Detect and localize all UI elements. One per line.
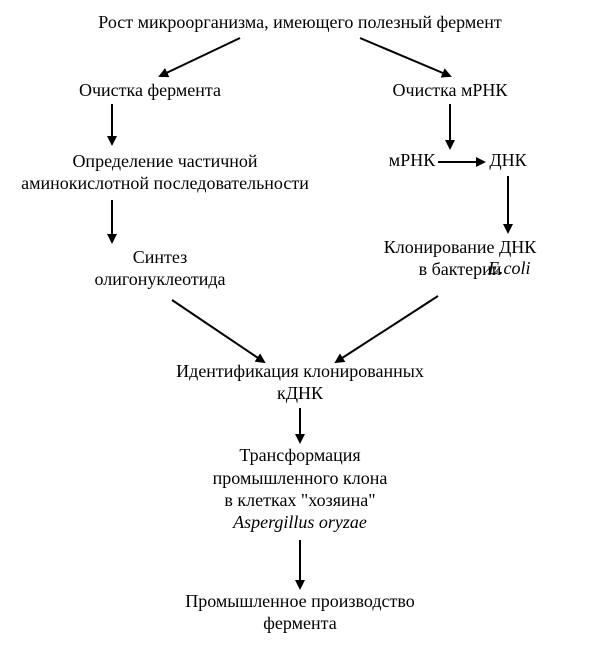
- edge-1: [360, 38, 450, 76]
- node-n3: Очистка мРНК: [350, 79, 550, 102]
- node-n2: Очистка фермента: [40, 79, 260, 102]
- node-n5: мРНК: [372, 149, 452, 172]
- node-n10: Трансформация промышленного клона в клет…: [170, 444, 430, 512]
- edge-0: [160, 38, 240, 76]
- node-n4: Определение частичной аминокислотной пос…: [0, 150, 330, 195]
- node-n10i: Aspergillus oryzae: [170, 511, 430, 534]
- node-n6: ДНК: [468, 149, 548, 172]
- node-n1: Рост микроорганизма, имеющего полезный ф…: [60, 11, 540, 34]
- edge-8: [336, 296, 438, 362]
- node-n9: Идентификация клонированных кДНК: [140, 360, 460, 405]
- node-n7: Синтез олигонуклеотида: [60, 246, 260, 291]
- edge-7: [172, 300, 264, 362]
- node-n8i: E.coli: [488, 257, 548, 280]
- node-n11: Промышленное производство фермента: [140, 590, 460, 635]
